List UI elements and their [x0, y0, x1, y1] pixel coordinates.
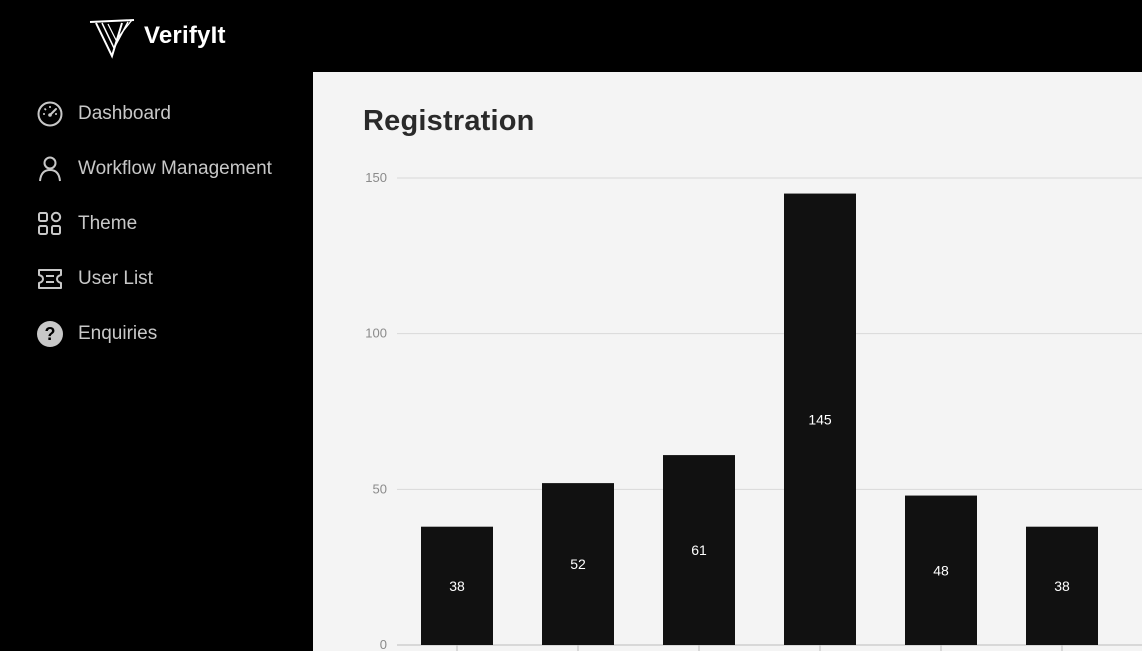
bar-data-label: 145 — [808, 411, 832, 427]
bar-data-label: 38 — [1054, 578, 1070, 594]
page-title: Registration — [363, 105, 535, 137]
top-header: VerifyIt — [0, 0, 1142, 72]
y-tick-label: 50 — [373, 481, 387, 496]
speedometer-icon — [36, 100, 64, 128]
sidebar-item-label: Theme — [78, 213, 138, 234]
user-icon — [36, 155, 64, 183]
sidebar-item-label: Enquiries — [78, 323, 158, 344]
main-content: Registration 0 50 100 150 38 52 61 145 48 38 — [313, 72, 1142, 651]
app-name: VerifyIt — [144, 22, 226, 49]
registration-bar-chart: 0 50 100 150 38 52 61 145 48 38 — [365, 170, 1142, 651]
bar-data-label: 52 — [570, 556, 586, 572]
sidebar-item-user-list[interactable]: User List — [36, 259, 306, 299]
bar — [663, 455, 735, 645]
sidebar-item-workflow-management[interactable]: Workflow Management — [36, 149, 306, 189]
sidebar: Dashboard Workflow Management Theme — [0, 72, 313, 651]
bar — [542, 483, 614, 645]
bar — [784, 193, 856, 646]
bar — [421, 526, 493, 645]
bar — [905, 495, 977, 645]
sidebar-item-dashboard[interactable]: Dashboard — [36, 94, 306, 134]
sidebar-item-theme[interactable]: Theme — [36, 204, 306, 244]
bar-data-label: 61 — [691, 542, 707, 558]
bar-data-label: 48 — [933, 562, 949, 578]
y-tick-label: 150 — [365, 170, 387, 185]
sidebar-item-enquiries[interactable]: ? Enquiries — [36, 314, 306, 354]
verifyit-logo-icon — [89, 19, 135, 59]
y-tick-label: 100 — [365, 326, 387, 341]
sidebar-item-label: Workflow Management — [78, 158, 272, 179]
question-circle-icon: ? — [36, 320, 64, 348]
y-tick-label: 0 — [380, 637, 387, 651]
bar — [1026, 526, 1098, 645]
grid-icon — [36, 210, 64, 238]
svg-text:?: ? — [45, 324, 56, 344]
sidebar-item-label: Dashboard — [78, 103, 171, 124]
sidebar-item-label: User List — [78, 268, 153, 289]
bar-data-label: 38 — [449, 578, 465, 594]
ticket-icon — [36, 265, 64, 293]
